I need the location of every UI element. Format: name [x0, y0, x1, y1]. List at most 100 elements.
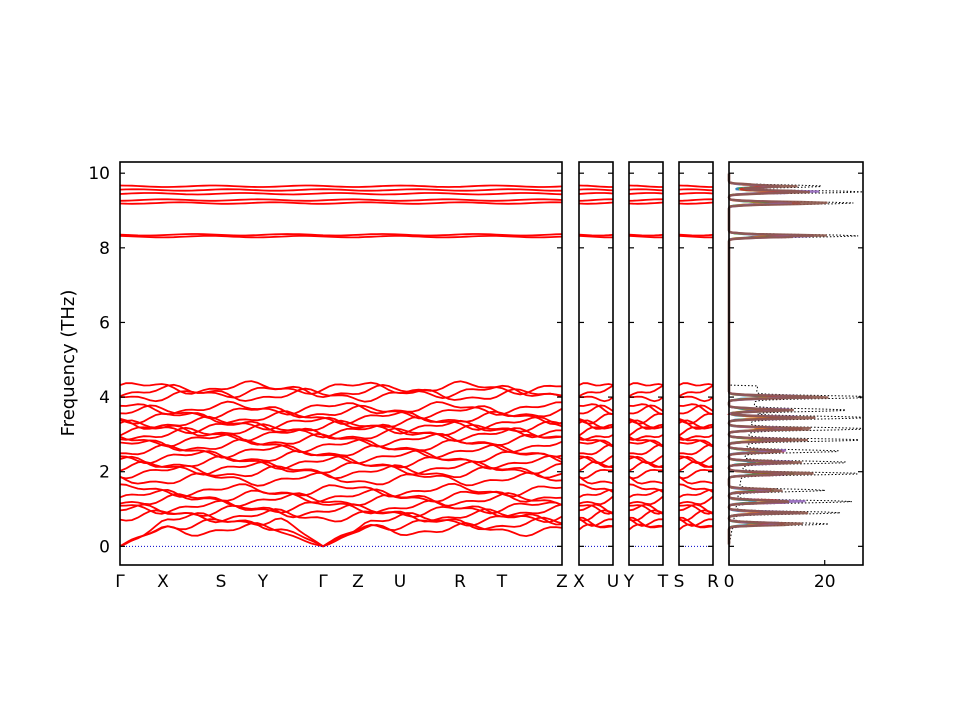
- band-line: [628, 198, 663, 202]
- band-line: [579, 443, 614, 456]
- band-line: [628, 454, 664, 465]
- x-tick-label: Z: [352, 572, 364, 592]
- band-line: [628, 201, 664, 205]
- band-line: [628, 475, 664, 485]
- band-line: [579, 395, 614, 403]
- band-line: [578, 434, 614, 441]
- band-line: [119, 380, 563, 396]
- band-line: [678, 235, 714, 239]
- band-line: [578, 184, 613, 188]
- x-tick-label: U: [394, 572, 406, 592]
- band-line: [628, 192, 664, 195]
- y-tick-label: 2: [99, 463, 110, 483]
- band-line: [578, 233, 614, 237]
- partial-dos-line: [727, 173, 829, 545]
- x-tick-label: Γ: [318, 572, 328, 592]
- y-tick-label: 10: [88, 164, 110, 184]
- dos-panel-frame: [728, 161, 864, 566]
- y-axis-label: Frequency (THz): [58, 290, 79, 437]
- band-line: [119, 235, 563, 239]
- x-tick-label: U: [607, 572, 619, 592]
- band-line: [119, 415, 563, 431]
- band-line: [578, 439, 614, 447]
- band-line: [678, 468, 714, 480]
- band-line: [578, 504, 614, 515]
- band-line: [578, 417, 614, 430]
- band-line: [578, 468, 614, 480]
- x-tick-label: S: [216, 572, 227, 592]
- band-line: [119, 516, 563, 548]
- x-tick-label: R: [707, 572, 719, 592]
- band-line: [119, 482, 563, 498]
- band-line: [119, 383, 563, 400]
- band-line: [578, 454, 614, 465]
- band-line: [628, 233, 664, 237]
- band-line: [578, 483, 614, 493]
- band-line: [578, 192, 614, 195]
- band-line: [578, 412, 614, 425]
- band-line: [678, 434, 714, 441]
- band-line: [578, 475, 614, 485]
- band-line: [120, 387, 563, 403]
- band-line: [628, 439, 664, 447]
- x-tick-label: Z: [556, 572, 568, 592]
- band-line: [119, 188, 562, 192]
- dos-x-tick-label: 0: [724, 572, 735, 592]
- band-line: [678, 489, 714, 499]
- band-line: [119, 201, 563, 205]
- band-line: [628, 504, 664, 515]
- band-line: [119, 404, 563, 420]
- band-line: [578, 495, 614, 506]
- y-tick-label: 8: [99, 239, 110, 259]
- band-line: [678, 483, 714, 493]
- band-line: [628, 517, 663, 527]
- band-line: [119, 449, 563, 465]
- band-line: [679, 443, 714, 456]
- band-line: [120, 443, 563, 459]
- x-tick-label: Y: [623, 572, 635, 592]
- band-line: [119, 488, 563, 504]
- x-tick-label: S: [674, 572, 685, 592]
- band-line: [578, 382, 614, 387]
- band-line: [628, 188, 664, 192]
- band-line: [629, 395, 664, 403]
- x-tick-label: X: [157, 572, 169, 592]
- band-line: [578, 188, 614, 192]
- band-line: [578, 198, 613, 202]
- band-line: [678, 382, 714, 387]
- band-line: [119, 471, 563, 487]
- band-line: [628, 404, 664, 415]
- band-line: [678, 201, 714, 205]
- panel-frame: [578, 161, 614, 566]
- band-line: [628, 384, 664, 398]
- band-line: [578, 403, 614, 416]
- band-line: [678, 475, 714, 485]
- band-line: [119, 460, 563, 476]
- band-line: [119, 492, 563, 508]
- band-line: [578, 235, 614, 239]
- x-tick-label: Γ: [115, 572, 125, 592]
- band-line: [628, 184, 663, 188]
- band-line: [119, 426, 563, 442]
- band-line: [578, 517, 613, 527]
- x-tick-label: T: [657, 572, 669, 592]
- band-line: [678, 404, 714, 415]
- band-line: [119, 419, 563, 435]
- band-line: [678, 384, 714, 398]
- band-line: [628, 403, 664, 416]
- band-line: [578, 489, 614, 499]
- x-tick-label: Y: [257, 572, 269, 592]
- band-line: [678, 454, 714, 465]
- band-line: [119, 503, 563, 519]
- band-line: [578, 201, 614, 205]
- band-line: [119, 438, 563, 454]
- band-line: [678, 439, 714, 447]
- band-line: [628, 417, 664, 430]
- panel-frame: [628, 161, 664, 566]
- band-line: [628, 434, 664, 441]
- panel-frame: [119, 161, 563, 566]
- band-line: [628, 483, 664, 493]
- band-line: [119, 184, 563, 188]
- band-line: [629, 443, 664, 456]
